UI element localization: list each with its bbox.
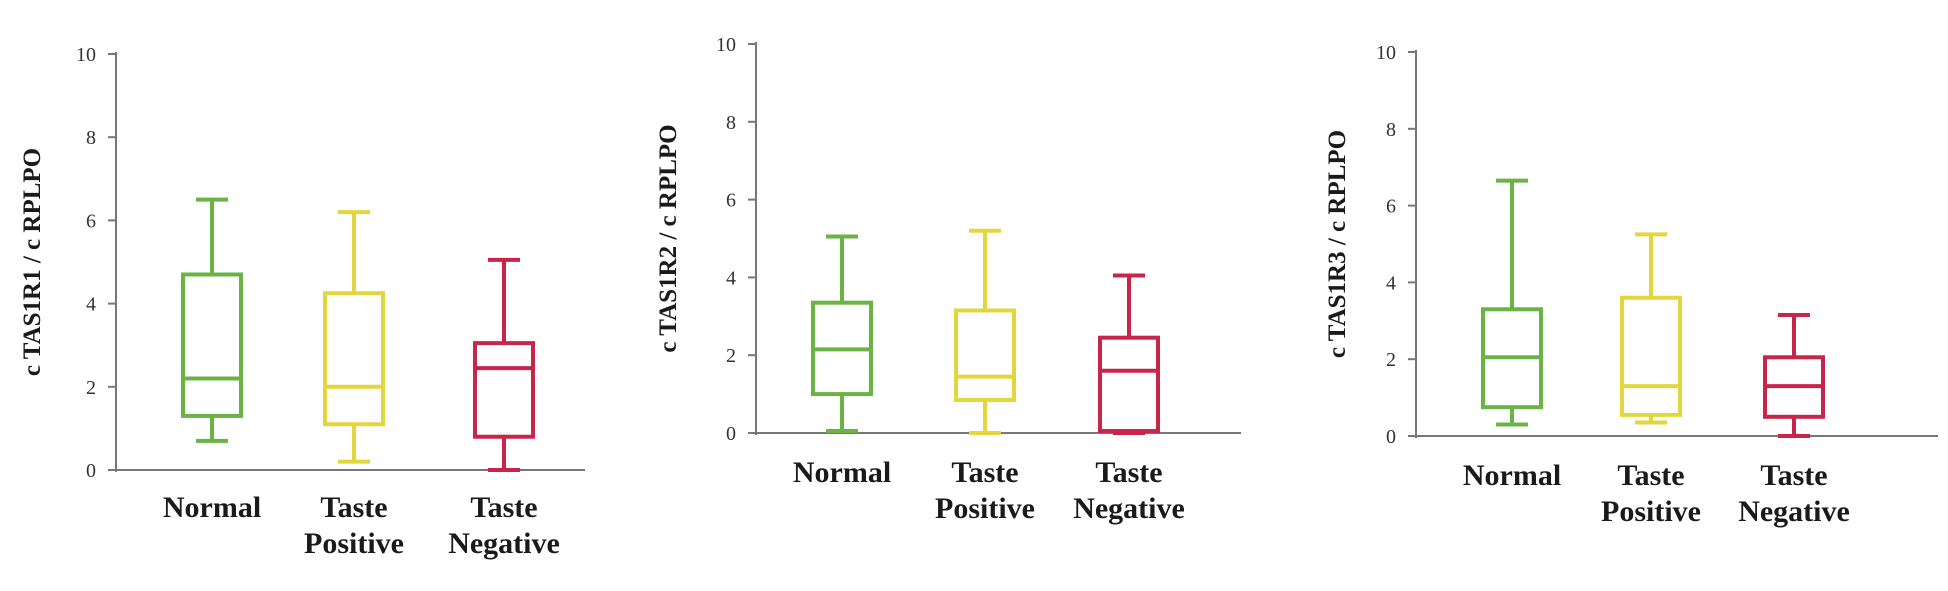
y-tick-label: 4 [1386, 272, 1396, 294]
y-tick-label: 4 [726, 267, 736, 289]
category-label: Taste Positive [935, 456, 1035, 525]
y-axis-label: c TAS1R3 / c RPLPO [1324, 130, 1351, 358]
box-1 [181, 197, 243, 443]
iqr-box [473, 341, 535, 439]
box-3 [1098, 273, 1160, 435]
box-2 [323, 210, 385, 464]
box-1 [811, 234, 873, 434]
iqr-box [1620, 295, 1682, 417]
y-tick-label: 2 [726, 345, 736, 367]
box-3 [473, 257, 535, 472]
box-3 [1763, 313, 1825, 438]
chart-panel-2: 0 2 4 6 8 10 c TAS1R2 / c RPLPO Normal Taste Posi… [655, 34, 1241, 525]
category-label: Normal [1463, 459, 1561, 492]
y-tick-label: 6 [86, 210, 96, 232]
iqr-box [323, 291, 385, 427]
chart-panel-3: 0 2 4 6 8 10 c TAS1R3 / c RPLPO Normal Taste Posi… [1324, 42, 1938, 528]
y-axis-label: c TAS1R1 / c RPLPO [19, 148, 46, 376]
y-tick-label: 10 [76, 44, 96, 66]
iqr-box [1098, 335, 1160, 434]
category-label: Taste Positive [1601, 459, 1701, 528]
box-2 [1620, 232, 1682, 425]
iqr-box [954, 308, 1016, 402]
category-label: Taste Negative [1073, 456, 1185, 525]
y-tick-label: 6 [726, 190, 736, 212]
y-tick-label: 8 [86, 127, 96, 149]
y-tick-label: 0 [86, 460, 96, 482]
y-tick-label: 10 [716, 34, 736, 56]
y-tick-label: 2 [86, 377, 96, 399]
category-label: Taste Positive [304, 491, 404, 560]
chart-panel-1: 0 2 4 6 8 10 c TAS1R1 / c RPLPO Normal Taste Posi… [19, 44, 585, 560]
category-label: Normal [793, 456, 891, 489]
y-tick-label: 6 [1386, 196, 1396, 218]
category-label: Taste Negative [448, 491, 560, 560]
category-label: Taste Negative [1738, 459, 1850, 528]
y-tick-label: 8 [726, 112, 736, 134]
category-label: Normal [163, 491, 261, 524]
box-2 [954, 228, 1016, 435]
y-tick-label: 0 [1386, 426, 1396, 448]
y-tick-label: 0 [726, 423, 736, 445]
y-axis-label: c TAS1R2 / c RPLPO [655, 124, 682, 352]
y-tick-label: 10 [1376, 42, 1396, 64]
box-1 [1481, 178, 1543, 427]
y-tick-label: 4 [86, 294, 96, 316]
y-tick-label: 2 [1386, 349, 1396, 371]
iqr-box [181, 272, 243, 418]
y-tick-label: 8 [1386, 119, 1396, 141]
